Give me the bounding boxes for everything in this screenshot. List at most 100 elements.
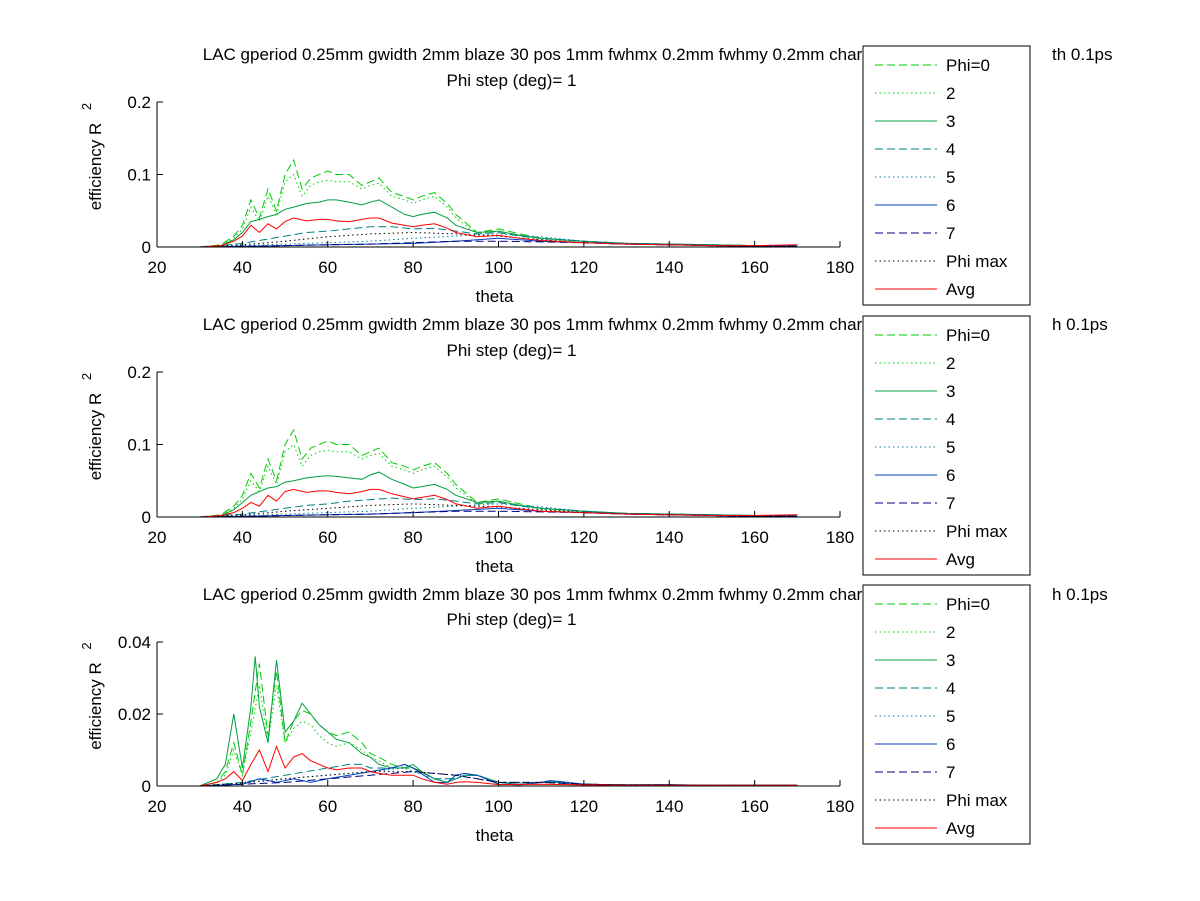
x-tick-label: 140 (655, 258, 683, 277)
legend-label-8: Phi max (946, 791, 1008, 810)
x-tick-label: 100 (484, 258, 512, 277)
series-line-3 (199, 199, 798, 248)
legend-label-5: 5 (946, 438, 955, 457)
chart-panel-2: 20 40 60 80 100 120 140 160 180 0 0.1 0.2 theta effic… (79, 315, 1108, 576)
legend-label-6: 6 (946, 466, 955, 485)
legend-label-9: Avg (946, 280, 975, 299)
chart-subtitle: Phi step (deg)= 1 (447, 71, 577, 90)
x-tick-label: 120 (570, 797, 598, 816)
x-tick-label: 100 (484, 528, 512, 547)
legend-box (862, 45, 1031, 306)
chart-title-tail: th 0.1ps (1052, 45, 1113, 64)
legend-label-5: 5 (946, 168, 955, 187)
x-tick-label: 180 (826, 258, 854, 277)
legend-label-7: 7 (946, 224, 955, 243)
chart-panel-1: 20 40 60 80 100 120 140 160 180 0 0.1 0.2 theta effic… (79, 45, 1113, 306)
y-tick-label: 0 (142, 238, 151, 257)
legend-label-4: 4 (946, 140, 955, 159)
x-axis-label: theta (476, 826, 514, 845)
legend-label-1: Phi=0 (946, 56, 990, 75)
x-tick-label: 100 (484, 797, 512, 816)
series-line-9 (199, 217, 798, 248)
series-line-4 (199, 497, 798, 518)
legend-label-4: 4 (946, 410, 955, 429)
series-line-2 (199, 685, 798, 787)
series-line-1 (199, 663, 798, 787)
legend-label-3: 3 (946, 651, 955, 670)
y-axis-label-superscript: 2 (79, 373, 94, 380)
x-tick-label: 40 (233, 528, 252, 547)
chart-subtitle: Phi step (deg)= 1 (447, 341, 577, 360)
x-tick-label: 180 (826, 528, 854, 547)
legend-label-2: 2 (946, 623, 955, 642)
x-tick-label: 20 (148, 258, 167, 277)
y-axis-label: efficiency R (86, 662, 105, 750)
chart-subtitle: Phi step (deg)= 1 (447, 610, 577, 629)
x-tick-label: 160 (740, 797, 768, 816)
chart-title: LAC gperiod 0.25mm gwidth 2mm blaze 30 p… (203, 45, 914, 64)
legend: Phi=0 2 3 4 5 6 7 Phi max Avg (862, 315, 1031, 576)
chart-title-tail: h 0.1ps (1052, 585, 1108, 604)
x-tick-label: 80 (404, 528, 423, 547)
x-tick-label: 40 (233, 797, 252, 816)
x-tick-label: 140 (655, 528, 683, 547)
series-line-3 (199, 656, 798, 787)
legend-label-6: 6 (946, 735, 955, 754)
series-line-5 (199, 503, 798, 518)
series-line-2 (199, 173, 798, 248)
legend-label-4: 4 (946, 679, 955, 698)
y-tick-label: 0.2 (127, 93, 151, 112)
series-line-8 (199, 771, 798, 787)
legend-label-8: Phi max (946, 252, 1008, 271)
x-tick-label: 60 (318, 528, 337, 547)
y-tick-label: 0 (142, 508, 151, 527)
series-line-5 (199, 233, 798, 248)
legend-label-7: 7 (946, 494, 955, 513)
chart-title: LAC gperiod 0.25mm gwidth 2mm blaze 30 p… (203, 585, 914, 604)
x-tick-label: 20 (148, 528, 167, 547)
chart-title-tail: h 0.1ps (1052, 315, 1108, 334)
x-tick-label: 60 (318, 797, 337, 816)
legend-label-8: Phi max (946, 522, 1008, 541)
legend-label-1: Phi=0 (946, 326, 990, 345)
y-axis-label-superscript: 2 (79, 103, 94, 110)
series-line-1 (199, 428, 798, 518)
x-tick-label: 80 (404, 258, 423, 277)
y-tick-label: 0 (142, 777, 151, 796)
legend-label-9: Avg (946, 550, 975, 569)
x-tick-label: 40 (233, 258, 252, 277)
series-line-8 (199, 503, 798, 518)
series-line-9 (199, 488, 798, 518)
y-axis-label: efficiency R (86, 393, 105, 481)
legend-label-2: 2 (946, 354, 955, 373)
x-tick-label: 20 (148, 797, 167, 816)
series-line-8 (199, 231, 798, 248)
legend-label-1: Phi=0 (946, 595, 990, 614)
y-tick-label: 0.1 (127, 166, 151, 185)
y-axis-label: efficiency R (86, 123, 105, 211)
legend-label-9: Avg (946, 819, 975, 838)
y-tick-label: 0.02 (118, 705, 151, 724)
x-tick-label: 120 (570, 528, 598, 547)
x-axis-label: theta (476, 557, 514, 576)
legend-label-6: 6 (946, 196, 955, 215)
series-line-2 (199, 443, 798, 518)
legend: Phi=0 2 3 4 5 6 7 Phi max Avg (862, 45, 1031, 306)
y-tick-label: 0.1 (127, 436, 151, 455)
x-tick-label: 160 (740, 258, 768, 277)
series-line-4 (199, 226, 798, 248)
legend: Phi=0 2 3 4 5 6 7 Phi max Avg (862, 584, 1031, 845)
x-tick-label: 180 (826, 797, 854, 816)
chart-panel-3: 20 40 60 80 100 120 140 160 180 0 0.02 0.04 theta eff… (79, 584, 1108, 845)
legend-box (862, 315, 1031, 576)
series-line-9 (199, 744, 798, 787)
x-tick-label: 140 (655, 797, 683, 816)
series-line-3 (199, 471, 798, 518)
x-axis-label: theta (476, 287, 514, 306)
series-line-1 (199, 158, 798, 248)
x-tick-label: 120 (570, 258, 598, 277)
legend-box (862, 584, 1031, 845)
x-tick-label: 160 (740, 528, 768, 547)
legend-label-5: 5 (946, 707, 955, 726)
